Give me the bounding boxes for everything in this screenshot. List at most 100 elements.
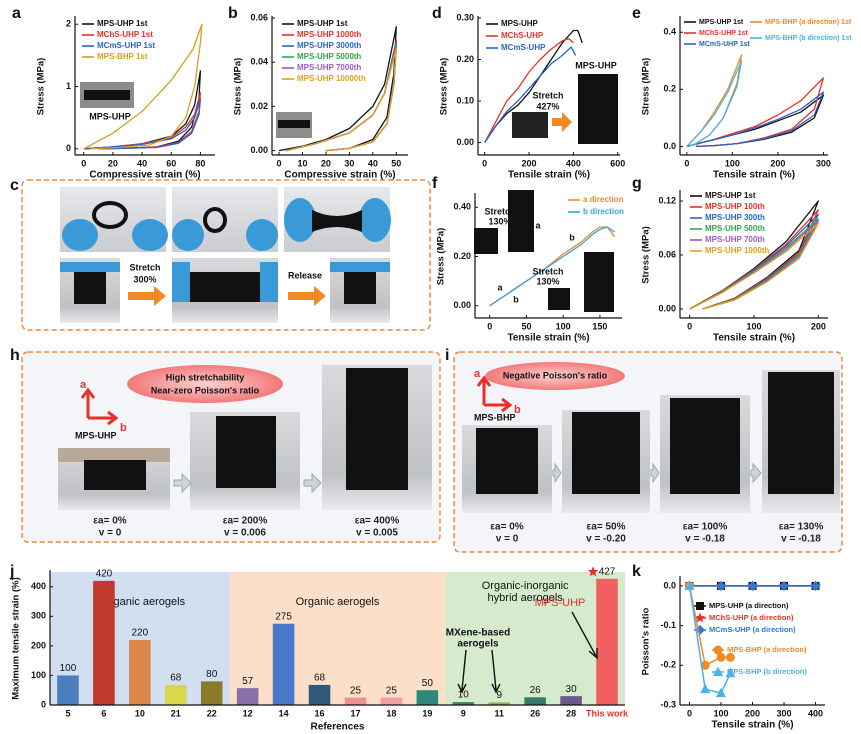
bar <box>93 580 115 705</box>
y-tick-label: 0.0 <box>663 580 676 590</box>
legend-label: MCmS-UHP 1st <box>97 41 155 50</box>
series-line <box>689 222 819 310</box>
legend-label: MPS-UHP 300th <box>705 213 765 222</box>
annotation: b <box>569 232 575 242</box>
x-tick-label: 50 <box>521 321 531 331</box>
photo <box>84 90 130 100</box>
annotation: MPS-UHP <box>535 597 586 609</box>
x-tick-label: 26 <box>530 708 540 718</box>
y-tick-label: 400 <box>31 581 46 591</box>
sample-name: MPS-UHP <box>75 430 117 440</box>
y-tick-label: 0 <box>66 143 71 153</box>
x-tick-label: 22 <box>207 708 217 718</box>
value-label: 100 <box>60 663 77 674</box>
y-tick-label: 0.12 <box>658 195 676 205</box>
legend-label: MPS-BHP (b direction) 1st <box>765 35 852 42</box>
caption: v = 0 <box>99 528 122 539</box>
x-tick-label: 200 <box>745 708 760 718</box>
region-label: hybrid aerogels <box>488 592 564 604</box>
marker <box>725 652 735 662</box>
annotation: a <box>535 220 541 230</box>
arrow <box>128 286 166 306</box>
y-tick-label: 0.20 <box>456 54 474 64</box>
legend-label: MPS-UHP 10000th <box>297 74 366 83</box>
sample <box>74 272 106 304</box>
bar <box>488 702 510 705</box>
photo <box>548 288 570 310</box>
marker <box>779 580 790 591</box>
panel-letter: e <box>632 5 641 22</box>
x-tick-label: 150 <box>592 321 607 331</box>
annotation: aerogels <box>457 639 499 650</box>
legend-label: MCmS-UHP <box>501 43 546 52</box>
x-tick-label: 0 <box>482 158 487 168</box>
axis-label: b <box>514 404 521 416</box>
banner-text: Negative Poisson's ratio <box>503 370 608 380</box>
y-axis-label: Stress (MPa) <box>233 58 244 116</box>
y-tick-label: 0.10 <box>456 95 474 105</box>
arrow <box>650 462 660 484</box>
panel-c: c Stretch 300% Release <box>10 177 431 331</box>
bar <box>272 623 295 705</box>
marker <box>715 580 726 591</box>
y-tick-label: 0.00 <box>250 145 268 155</box>
x-tick-label: 16 <box>315 708 325 718</box>
caption: v = -0.18 <box>685 534 725 545</box>
sample <box>670 398 740 494</box>
y-tick-label: 1 <box>66 81 71 91</box>
legend-label: MPS-UHP 1st <box>699 19 744 26</box>
value-label: 420 <box>96 569 113 580</box>
caption: εa= 100% <box>683 522 728 533</box>
arrow <box>457 649 467 694</box>
series-line <box>489 226 615 307</box>
x-tick-label: 30 <box>344 158 354 168</box>
marker <box>700 660 710 670</box>
clamp <box>58 448 170 462</box>
panel-frame <box>21 179 431 331</box>
caption: εa= 0% <box>93 516 126 527</box>
marker <box>700 683 711 694</box>
y-tick-label: -0.1 <box>660 620 676 630</box>
y-tick-label: 0.00 <box>453 300 471 310</box>
x-tick-label: 6 <box>101 708 106 718</box>
photo <box>512 112 548 138</box>
panel-letter: k <box>632 563 641 580</box>
x-tick-label: 400 <box>808 708 823 718</box>
y-tick-label: 0.4 <box>663 27 676 37</box>
value-label: 68 <box>170 673 182 684</box>
series-line <box>83 98 202 150</box>
caption: v = 0.006 <box>224 528 266 539</box>
value-label: 10 <box>458 690 470 701</box>
glove <box>62 219 98 251</box>
x-tick-label: 300 <box>777 708 792 718</box>
glove <box>172 262 190 302</box>
series-line <box>686 94 825 148</box>
y-tick-label: 0.2 <box>663 84 676 94</box>
sample <box>203 207 227 233</box>
sample <box>768 372 834 494</box>
x-axis-label: Tensile strain (%) <box>711 720 793 731</box>
x-tick-label: 17 <box>350 708 360 718</box>
y-tick-label: 0.06 <box>250 12 268 22</box>
legend-marker <box>713 645 723 655</box>
panel-letter: h <box>10 347 20 364</box>
photo <box>584 252 614 312</box>
star <box>587 566 599 577</box>
x-tick-label: 0 <box>687 321 692 331</box>
y-axis-label: Stress (MPa) <box>641 226 652 284</box>
x-tick-label: 0 <box>81 158 86 168</box>
glove <box>284 198 316 242</box>
bar <box>236 688 259 705</box>
panel-letter: d <box>432 5 442 22</box>
annotation: MXene-based <box>446 628 510 639</box>
legend-label: MChS-UHP <box>501 31 544 40</box>
y-axis-label: Maximum tensile strain (%) <box>11 577 22 699</box>
annotation: a <box>497 282 503 292</box>
series-line <box>83 23 203 150</box>
photo <box>474 228 498 254</box>
caption: εa= 50% <box>587 522 626 533</box>
x-tick-label: 20 <box>321 158 331 168</box>
bar <box>344 697 367 705</box>
annotation: 130% <box>536 276 559 286</box>
x-tick-label: 200 <box>770 158 785 168</box>
